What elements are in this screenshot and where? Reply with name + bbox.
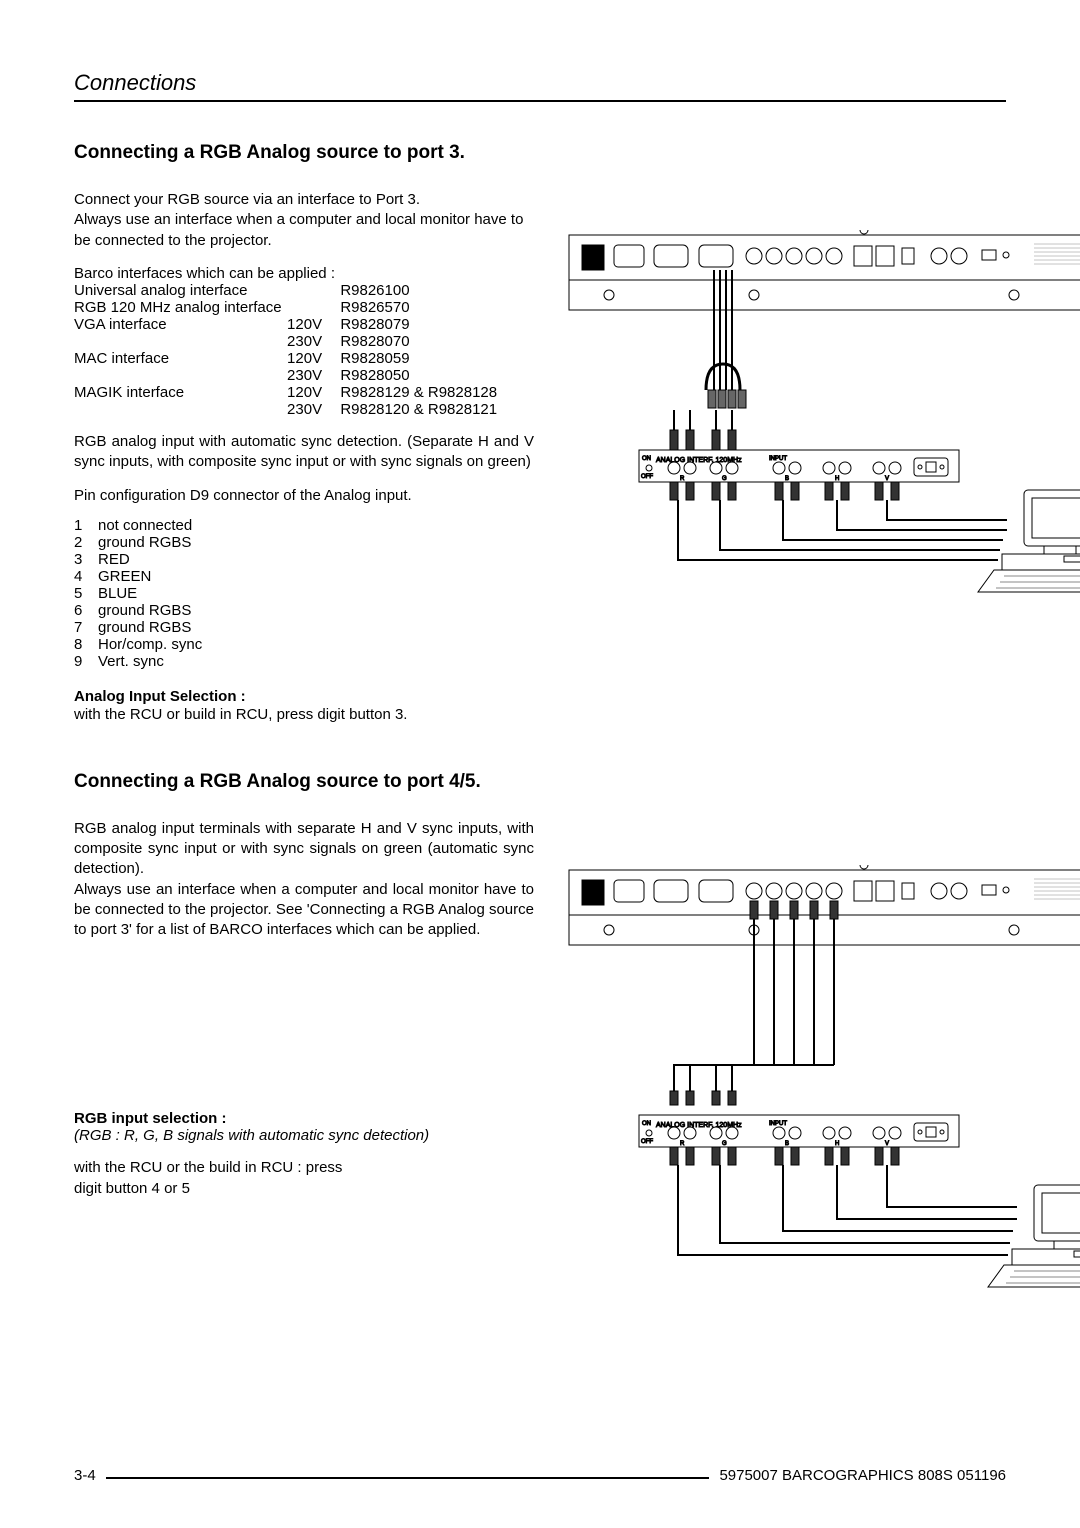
- footer-rule: [106, 1477, 710, 1479]
- svg-text:H: H: [835, 1141, 839, 1147]
- svg-text:INPUT: INPUT: [769, 1121, 787, 1127]
- svg-text:OFF: OFF: [641, 1139, 653, 1145]
- svg-text:G: G: [722, 1141, 727, 1147]
- section-header: Connections: [74, 70, 196, 95]
- footer-page: 3-4: [74, 1467, 96, 1484]
- svg-text:ON: ON: [642, 1121, 651, 1127]
- section2-title: Connecting a RGB Analog source to port 4…: [74, 771, 1006, 793]
- analog-input-sel-body: with the RCU or build in RCU, press digi…: [74, 705, 534, 725]
- interfaces-table: Barco interfaces which can be applied : …: [74, 265, 534, 418]
- svg-text:B: B: [785, 476, 789, 482]
- rgb-input-sel-body: with the RCU or the build in RCU : press…: [74, 1158, 374, 1199]
- svg-text:V: V: [885, 1141, 889, 1147]
- section1-intro: Connect your RGB source via an interface…: [74, 190, 534, 251]
- svg-text:ON: ON: [642, 456, 651, 462]
- port3-diagram: ANALOG INTERF. 120MHz ON OFF INPUT R G B: [564, 230, 1080, 660]
- svg-text:OFF: OFF: [641, 474, 653, 480]
- interfaces-lead: Barco interfaces which can be applied :: [74, 265, 335, 282]
- svg-text:B: B: [785, 1141, 789, 1147]
- svg-text:G: G: [722, 476, 727, 482]
- svg-text:R: R: [680, 476, 685, 482]
- svg-text:V: V: [885, 476, 889, 482]
- svg-text:INPUT: INPUT: [769, 456, 787, 462]
- analog-input-sel-title: Analog Input Selection :: [74, 688, 534, 705]
- pin-lead: Pin configuration D9 connector of the An…: [74, 486, 534, 506]
- section1-title: Connecting a RGB Analog source to port 3…: [74, 142, 534, 164]
- port45-diagram: ANALOG INTERF. 120MHz ON OFF INPUT R G B…: [564, 865, 1080, 1375]
- pin-list: 1not connected 2ground RGBS 3RED 4GREEN …: [74, 517, 534, 670]
- svg-text:R: R: [680, 1141, 685, 1147]
- svg-text:H: H: [835, 476, 839, 482]
- sync-paragraph: RGB analog input with automatic sync det…: [74, 432, 534, 473]
- rgb-input-sel-italic: (RGB : R, G, B signals with automatic sy…: [74, 1127, 534, 1144]
- rgb-input-sel-title: RGB input selection :: [74, 1110, 534, 1127]
- footer-doc: 5975007 BARCOGRAPHICS 808S 051196: [719, 1467, 1006, 1484]
- section2-intro: RGB analog input terminals with separate…: [74, 819, 534, 941]
